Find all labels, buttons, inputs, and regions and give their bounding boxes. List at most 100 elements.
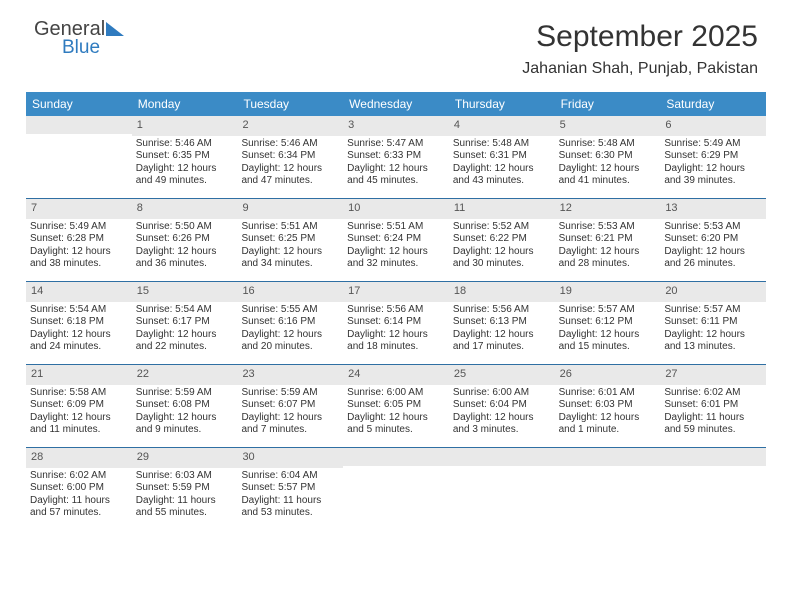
sunset-text: Sunset: 6:04 PM (453, 399, 551, 412)
calendar-day: 21Sunrise: 5:58 AMSunset: 6:09 PMDayligh… (26, 365, 132, 447)
sunrise-text: Sunrise: 5:56 AM (453, 304, 551, 317)
sunrise-text: Sunrise: 6:02 AM (664, 387, 762, 400)
daylight-text: Daylight: 12 hours and 5 minutes. (347, 412, 445, 437)
day-number: 14 (26, 282, 132, 302)
calendar-day: 14Sunrise: 5:54 AMSunset: 6:18 PMDayligh… (26, 282, 132, 364)
sunset-text: Sunset: 6:09 PM (30, 399, 128, 412)
daylight-text: Daylight: 12 hours and 9 minutes. (136, 412, 234, 437)
sunrise-text: Sunrise: 5:59 AM (241, 387, 339, 400)
calendar-day: 29Sunrise: 6:03 AMSunset: 5:59 PMDayligh… (132, 448, 238, 530)
sunset-text: Sunset: 6:20 PM (664, 233, 762, 246)
day-body: Sunrise: 5:56 AMSunset: 6:14 PMDaylight:… (343, 302, 449, 358)
sunset-text: Sunset: 6:01 PM (664, 399, 762, 412)
calendar-header-row: Sunday Monday Tuesday Wednesday Thursday… (26, 92, 766, 116)
daylight-text: Daylight: 12 hours and 30 minutes. (453, 246, 551, 271)
calendar-day: 6Sunrise: 5:49 AMSunset: 6:29 PMDaylight… (660, 116, 766, 198)
calendar-week: 28Sunrise: 6:02 AMSunset: 6:00 PMDayligh… (26, 447, 766, 530)
sunrise-text: Sunrise: 5:53 AM (664, 221, 762, 234)
calendar-day: 5Sunrise: 5:48 AMSunset: 6:30 PMDaylight… (555, 116, 661, 198)
sunset-text: Sunset: 5:57 PM (241, 482, 339, 495)
calendar-day (660, 448, 766, 530)
day-number: 22 (132, 365, 238, 385)
calendar-day: 3Sunrise: 5:47 AMSunset: 6:33 PMDaylight… (343, 116, 449, 198)
day-body: Sunrise: 6:04 AMSunset: 5:57 PMDaylight:… (237, 468, 343, 524)
calendar-day: 1Sunrise: 5:46 AMSunset: 6:35 PMDaylight… (132, 116, 238, 198)
day-number: 16 (237, 282, 343, 302)
sunrise-text: Sunrise: 5:58 AM (30, 387, 128, 400)
sunrise-text: Sunrise: 6:03 AM (136, 470, 234, 483)
daylight-text: Daylight: 12 hours and 43 minutes. (453, 163, 551, 188)
header-monday: Monday (132, 92, 238, 116)
day-number: 12 (555, 199, 661, 219)
day-body: Sunrise: 6:01 AMSunset: 6:03 PMDaylight:… (555, 385, 661, 441)
header-saturday: Saturday (660, 92, 766, 116)
day-body: Sunrise: 5:52 AMSunset: 6:22 PMDaylight:… (449, 219, 555, 275)
sunset-text: Sunset: 6:03 PM (559, 399, 657, 412)
sunrise-text: Sunrise: 5:49 AM (30, 221, 128, 234)
daylight-text: Daylight: 12 hours and 45 minutes. (347, 163, 445, 188)
calendar-day: 4Sunrise: 5:48 AMSunset: 6:31 PMDaylight… (449, 116, 555, 198)
calendar-day: 27Sunrise: 6:02 AMSunset: 6:01 PMDayligh… (660, 365, 766, 447)
sunrise-text: Sunrise: 5:47 AM (347, 138, 445, 151)
day-number: 17 (343, 282, 449, 302)
daylight-text: Daylight: 12 hours and 17 minutes. (453, 329, 551, 354)
daylight-text: Daylight: 12 hours and 26 minutes. (664, 246, 762, 271)
day-number: 6 (660, 116, 766, 136)
day-body: Sunrise: 5:49 AMSunset: 6:29 PMDaylight:… (660, 136, 766, 192)
calendar-day: 17Sunrise: 5:56 AMSunset: 6:14 PMDayligh… (343, 282, 449, 364)
day-body: Sunrise: 6:00 AMSunset: 6:04 PMDaylight:… (449, 385, 555, 441)
day-body: Sunrise: 5:54 AMSunset: 6:17 PMDaylight:… (132, 302, 238, 358)
daylight-text: Daylight: 11 hours and 57 minutes. (30, 495, 128, 520)
day-number: 18 (449, 282, 555, 302)
sunrise-text: Sunrise: 5:48 AM (453, 138, 551, 151)
sunset-text: Sunset: 6:24 PM (347, 233, 445, 246)
calendar-day: 13Sunrise: 5:53 AMSunset: 6:20 PMDayligh… (660, 199, 766, 281)
calendar-day: 12Sunrise: 5:53 AMSunset: 6:21 PMDayligh… (555, 199, 661, 281)
calendar-day: 23Sunrise: 5:59 AMSunset: 6:07 PMDayligh… (237, 365, 343, 447)
sunset-text: Sunset: 6:35 PM (136, 150, 234, 163)
calendar-day: 18 Sunrise: 5:56 AMSunset: 6:13 PMDayligh… (449, 282, 555, 364)
location-subtitle: Jahanian Shah, Punjab, Pakistan (522, 60, 758, 78)
calendar-day: 25Sunrise: 6:00 AMSunset: 6:04 PMDayligh… (449, 365, 555, 447)
daylight-text: Daylight: 12 hours and 49 minutes. (136, 163, 234, 188)
sunset-text: Sunset: 6:07 PM (241, 399, 339, 412)
sunrise-text: Sunrise: 5:57 AM (664, 304, 762, 317)
calendar-day: 9Sunrise: 5:51 AMSunset: 6:25 PMDaylight… (237, 199, 343, 281)
sunrise-text: Sunrise: 5:53 AM (559, 221, 657, 234)
daylight-text: Daylight: 12 hours and 24 minutes. (30, 329, 128, 354)
day-number: 27 (660, 365, 766, 385)
day-number (660, 448, 766, 466)
calendar-day: 22Sunrise: 5:59 AMSunset: 6:08 PMDayligh… (132, 365, 238, 447)
header-sunday: Sunday (26, 92, 132, 116)
day-number: 8 (132, 199, 238, 219)
calendar: Sunday Monday Tuesday Wednesday Thursday… (26, 92, 766, 530)
day-body: Sunrise: 5:48 AMSunset: 6:30 PMDaylight:… (555, 136, 661, 192)
sunrise-text: Sunrise: 6:01 AM (559, 387, 657, 400)
sunset-text: Sunset: 6:26 PM (136, 233, 234, 246)
day-body: Sunrise: 5:58 AMSunset: 6:09 PMDaylight:… (26, 385, 132, 441)
day-number: 21 (26, 365, 132, 385)
day-number (343, 448, 449, 466)
sunset-text: Sunset: 6:13 PM (453, 316, 551, 329)
day-number (26, 116, 132, 134)
daylight-text: Daylight: 12 hours and 36 minutes. (136, 246, 234, 271)
day-body: Sunrise: 5:53 AMSunset: 6:20 PMDaylight:… (660, 219, 766, 275)
day-number: 26 (555, 365, 661, 385)
calendar-week: 14Sunrise: 5:54 AMSunset: 6:18 PMDayligh… (26, 281, 766, 364)
sunrise-text: Sunrise: 5:54 AM (136, 304, 234, 317)
day-number: 4 (449, 116, 555, 136)
day-number: 25 (449, 365, 555, 385)
day-number: 30 (237, 448, 343, 468)
daylight-text: Daylight: 12 hours and 39 minutes. (664, 163, 762, 188)
sunset-text: Sunset: 6:16 PM (241, 316, 339, 329)
sunset-text: Sunset: 6:33 PM (347, 150, 445, 163)
day-body: Sunrise: 5:57 AMSunset: 6:11 PMDaylight:… (660, 302, 766, 358)
day-number: 23 (237, 365, 343, 385)
day-number: 9 (237, 199, 343, 219)
sunset-text: Sunset: 6:14 PM (347, 316, 445, 329)
calendar-day: 26Sunrise: 6:01 AMSunset: 6:03 PMDayligh… (555, 365, 661, 447)
sunset-text: Sunset: 6:25 PM (241, 233, 339, 246)
calendar-day: 2Sunrise: 5:46 AMSunset: 6:34 PMDaylight… (237, 116, 343, 198)
day-body: Sunrise: 5:53 AMSunset: 6:21 PMDaylight:… (555, 219, 661, 275)
sunrise-text: Sunrise: 5:46 AM (136, 138, 234, 151)
